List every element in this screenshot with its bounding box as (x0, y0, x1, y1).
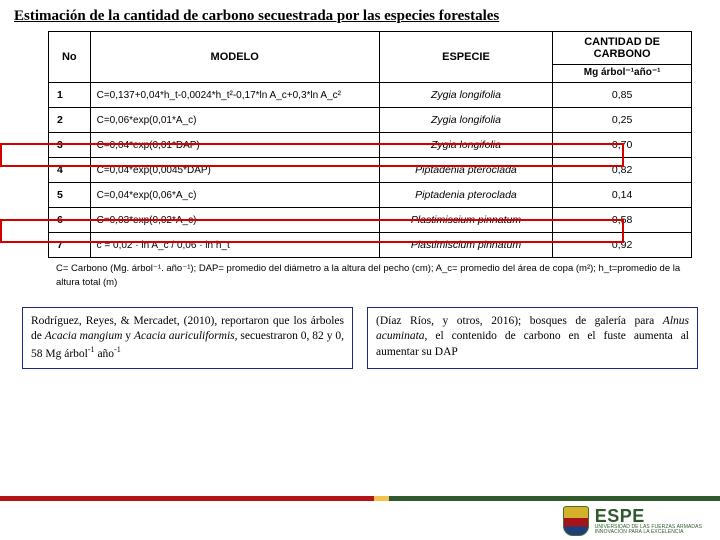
cell-species: Zygia longifolia (379, 108, 552, 133)
carbon-table: No MODELO ESPECIE CANTIDAD DE CARBONO Mg… (48, 31, 692, 258)
cell-model: C=0,04*exp(0,01*DAP) (90, 133, 379, 158)
cell-no: 5 (49, 183, 91, 208)
cell-model: C=0,03*exp(0,02*A_c) (90, 208, 379, 233)
table-container: No MODELO ESPECIE CANTIDAD DE CARBONO Mg… (0, 31, 720, 291)
table-row: 5C=0,04*exp(0,06*A_c)Piptadenia pterocla… (49, 183, 692, 208)
cell-no: 7 (49, 233, 91, 258)
cell-value: 0,92 (553, 233, 692, 258)
cell-value: 0,25 (553, 108, 692, 133)
cell-no: 2 (49, 108, 91, 133)
note-right: (Díaz Ríos, y otros, 2016); bosques de g… (367, 307, 698, 369)
col-no: No (49, 32, 91, 83)
cell-species: Zygia longifolia (379, 133, 552, 158)
table-row: 4C=0,04*exp(0,0045*DAP)Piptadenia pteroc… (49, 158, 692, 183)
table-row: 7c = 0,02 · ln A_c / 0,06 · ln h_tPlasti… (49, 233, 692, 258)
cell-value: 0,58 (553, 208, 692, 233)
shield-icon (563, 506, 589, 536)
notes-row: Rodríguez, Reyes, & Mercadet, (2010), re… (0, 291, 720, 369)
table-row: 2C=0,06*exp(0,01*A_c)Zygia longifolia0,2… (49, 108, 692, 133)
cell-model: C=0,06*exp(0,01*A_c) (90, 108, 379, 133)
footer: ESPE UNIVERSIDAD DE LAS FUERZAS ARMADAS … (0, 496, 720, 540)
table-row: 3C=0,04*exp(0,01*DAP)Zygia longifolia0,7… (49, 133, 692, 158)
logo-name: ESPE (595, 507, 702, 525)
cell-model: C=0,04*exp(0,0045*DAP) (90, 158, 379, 183)
espe-logo: ESPE UNIVERSIDAD DE LAS FUERZAS ARMADAS … (559, 504, 706, 538)
cell-species: Plastimiscium pinnatum (379, 208, 552, 233)
cell-model: C=0,137+0,04*h_t-0,0024*h_t²-0,17*ln A_c… (90, 83, 379, 108)
footer-stripe (0, 496, 720, 501)
table-row: 1C=0,137+0,04*h_t-0,0024*h_t²-0,17*ln A_… (49, 83, 692, 108)
table-row: 6C=0,03*exp(0,02*A_c)Plastimiscium pinna… (49, 208, 692, 233)
table-caption: C= Carbono (Mg. árbol⁻¹. año⁻¹); DAP= pr… (48, 258, 692, 291)
cell-species: Piptadenia pteroclada (379, 158, 552, 183)
cell-no: 6 (49, 208, 91, 233)
cell-species: Zygia longifolia (379, 83, 552, 108)
cell-model: c = 0,02 · ln A_c / 0,06 · ln h_t (90, 233, 379, 258)
cell-no: 4 (49, 158, 91, 183)
cell-no: 1 (49, 83, 91, 108)
cell-model: C=0,04*exp(0,06*A_c) (90, 183, 379, 208)
col-carbon: CANTIDAD DE CARBONO (553, 32, 692, 65)
cell-value: 0,82 (553, 158, 692, 183)
cell-value: 0,14 (553, 183, 692, 208)
page-title: Estimación de la cantidad de carbono sec… (0, 0, 720, 31)
cell-species: Piptadenia pteroclada (379, 183, 552, 208)
cell-no: 3 (49, 133, 91, 158)
logo-tag2: INNOVACIÓN PARA LA EXCELENCIA (595, 530, 702, 535)
col-unit: Mg árbol⁻¹año⁻¹ (553, 65, 692, 83)
cell-species: Plastimiscium pinnatum (379, 233, 552, 258)
col-model: MODELO (90, 32, 379, 83)
cell-value: 0,70 (553, 133, 692, 158)
note-left: Rodríguez, Reyes, & Mercadet, (2010), re… (22, 307, 353, 369)
col-species: ESPECIE (379, 32, 552, 83)
cell-value: 0,85 (553, 83, 692, 108)
